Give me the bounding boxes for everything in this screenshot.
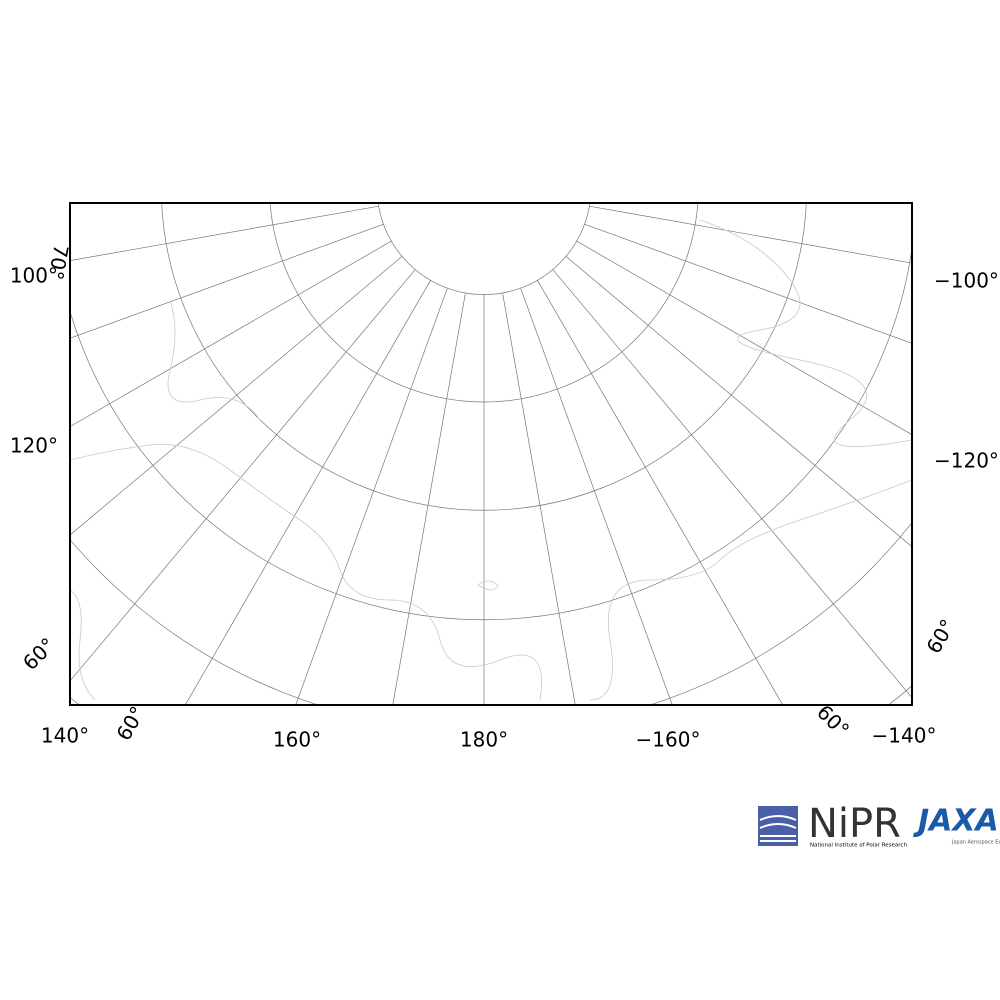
longitude-label: −160° [636, 728, 701, 752]
jaxa-name: JAXA [913, 804, 999, 839]
latitude-label: 60° [111, 702, 150, 745]
nipr-logo: NiPR National Institute of Polar Researc… [758, 801, 907, 849]
jaxa-subtitle: Japan Aerospace Exploration Agency [951, 840, 1000, 846]
longitude-label: 180° [460, 728, 508, 752]
coastline [70, 443, 542, 701]
longitude-label: −120° [934, 449, 999, 473]
meridian [552, 269, 912, 699]
meridian [584, 223, 912, 344]
labels: 140° 160° 180° −160° −140° 100° 120° −100° −120°… [10, 243, 999, 752]
coastline [167, 299, 261, 421]
nipr-subtitle: National Institute of Polar Research [810, 843, 907, 849]
meridian [70, 240, 392, 428]
longitude-label: −140° [872, 724, 937, 748]
latitude-label: 60° [18, 633, 60, 675]
nipr-emblem-lines [759, 815, 797, 842]
latitude-label: 70° [44, 243, 74, 282]
latitude-circle [377, 203, 591, 295]
coastlines [70, 219, 912, 701]
meridian [565, 256, 912, 548]
meridian [70, 205, 379, 261]
meridian [537, 280, 784, 705]
coastline [589, 479, 912, 701]
latitude-circle [70, 521, 912, 705]
nipr-name: NiPR [808, 801, 901, 847]
meridian [184, 280, 431, 705]
meridian [70, 256, 403, 536]
meridian [295, 288, 448, 705]
island [477, 580, 499, 591]
coastline [699, 219, 912, 448]
map-frame [69, 202, 913, 706]
longitude-label: 160° [273, 728, 321, 752]
meridian [520, 288, 673, 705]
longitude-label: 140° [41, 724, 89, 748]
meridian [589, 205, 912, 264]
meridian [502, 292, 576, 705]
meridian [392, 292, 466, 705]
latitude-circle [70, 685, 912, 705]
coastline [70, 589, 96, 701]
meridian [70, 223, 384, 339]
longitude-label: 120° [10, 434, 58, 458]
latitude-label: 60° [812, 700, 854, 742]
jaxa-logo: JAXA Japan Aerospace Exploration Agency [913, 804, 1000, 846]
latitude-label: 60° [921, 615, 960, 658]
longitude-label: 100° [10, 264, 58, 288]
meridian [70, 269, 416, 682]
longitude-label: −100° [934, 269, 999, 293]
meridian [576, 240, 912, 436]
